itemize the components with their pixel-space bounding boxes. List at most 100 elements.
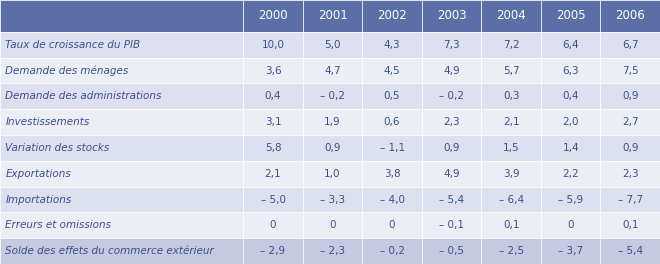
Text: Taux de croissance du PIB: Taux de croissance du PIB <box>5 40 141 50</box>
Text: 1,4: 1,4 <box>562 143 579 153</box>
Text: 2,3: 2,3 <box>622 169 638 179</box>
Bar <box>362 135 422 161</box>
Text: Demande des administrations: Demande des administrations <box>5 91 162 101</box>
Bar <box>541 187 601 213</box>
Bar <box>244 83 303 109</box>
Bar <box>0 83 244 109</box>
Bar <box>601 238 660 264</box>
Text: 0,5: 0,5 <box>384 91 401 101</box>
Bar <box>601 58 660 83</box>
Bar <box>541 83 601 109</box>
Bar <box>362 83 422 109</box>
Text: – 2,9: – 2,9 <box>261 246 286 256</box>
Text: 0,6: 0,6 <box>384 117 401 127</box>
Text: 4,9: 4,9 <box>444 65 460 76</box>
Text: 2003: 2003 <box>437 10 467 22</box>
Text: 0,9: 0,9 <box>444 143 460 153</box>
Bar <box>362 32 422 58</box>
Text: – 6,4: – 6,4 <box>498 195 524 205</box>
Text: 3,6: 3,6 <box>265 65 281 76</box>
Bar <box>244 0 303 32</box>
Bar <box>601 135 660 161</box>
Bar <box>303 238 362 264</box>
Text: 2,2: 2,2 <box>562 169 579 179</box>
Text: – 0,1: – 0,1 <box>439 220 464 230</box>
Bar <box>601 213 660 238</box>
Text: – 5,9: – 5,9 <box>558 195 583 205</box>
Bar <box>422 213 481 238</box>
Bar <box>303 213 362 238</box>
Bar <box>303 58 362 83</box>
Text: Importations: Importations <box>5 195 71 205</box>
Text: 2,1: 2,1 <box>503 117 519 127</box>
Text: Variation des stocks: Variation des stocks <box>5 143 110 153</box>
Bar <box>541 58 601 83</box>
Text: 0: 0 <box>329 220 336 230</box>
Text: 0,4: 0,4 <box>562 91 579 101</box>
Text: 5,8: 5,8 <box>265 143 281 153</box>
Bar <box>0 135 244 161</box>
Bar <box>541 135 601 161</box>
Bar <box>244 238 303 264</box>
Bar <box>481 161 541 187</box>
Bar <box>481 32 541 58</box>
Text: – 0,2: – 0,2 <box>379 246 405 256</box>
Bar <box>0 32 244 58</box>
Text: 0,9: 0,9 <box>622 91 638 101</box>
Bar <box>481 187 541 213</box>
Text: 4,7: 4,7 <box>324 65 341 76</box>
Bar <box>303 109 362 135</box>
Bar <box>244 213 303 238</box>
Text: 4,3: 4,3 <box>383 40 401 50</box>
Text: 5,7: 5,7 <box>503 65 519 76</box>
Text: 0,9: 0,9 <box>324 143 341 153</box>
Text: – 4,0: – 4,0 <box>379 195 405 205</box>
Text: 10,0: 10,0 <box>261 40 284 50</box>
Bar <box>0 213 244 238</box>
Bar <box>601 83 660 109</box>
Text: Demande des ménages: Demande des ménages <box>5 65 129 76</box>
Text: – 0,2: – 0,2 <box>320 91 345 101</box>
Text: 2006: 2006 <box>615 10 645 22</box>
Text: 2001: 2001 <box>317 10 347 22</box>
Text: 3,1: 3,1 <box>265 117 281 127</box>
Bar <box>481 58 541 83</box>
Text: 1,0: 1,0 <box>324 169 341 179</box>
Bar <box>422 238 481 264</box>
Text: 2,1: 2,1 <box>265 169 281 179</box>
Text: 2,0: 2,0 <box>562 117 579 127</box>
Bar <box>481 0 541 32</box>
Bar <box>481 109 541 135</box>
Bar <box>601 109 660 135</box>
Text: 3,8: 3,8 <box>383 169 401 179</box>
Text: 0,9: 0,9 <box>622 143 638 153</box>
Text: – 3,3: – 3,3 <box>320 195 345 205</box>
Bar <box>481 135 541 161</box>
Text: 2,7: 2,7 <box>622 117 638 127</box>
Text: 3,9: 3,9 <box>503 169 519 179</box>
Text: 2005: 2005 <box>556 10 585 22</box>
Bar <box>422 58 481 83</box>
Bar <box>244 109 303 135</box>
Bar <box>601 161 660 187</box>
Text: 2004: 2004 <box>496 10 526 22</box>
Bar <box>481 238 541 264</box>
Bar <box>303 32 362 58</box>
Text: 2002: 2002 <box>378 10 407 22</box>
Bar <box>244 187 303 213</box>
Bar <box>303 83 362 109</box>
Bar <box>362 0 422 32</box>
Text: Erreurs et omissions: Erreurs et omissions <box>5 220 112 230</box>
Bar <box>422 161 481 187</box>
Text: 4,5: 4,5 <box>383 65 401 76</box>
Bar <box>481 213 541 238</box>
Text: 1,9: 1,9 <box>324 117 341 127</box>
Bar <box>0 238 244 264</box>
Text: – 5,0: – 5,0 <box>261 195 286 205</box>
Bar <box>362 187 422 213</box>
Text: – 5,4: – 5,4 <box>618 246 643 256</box>
Bar <box>362 238 422 264</box>
Bar <box>0 0 244 32</box>
Text: 0: 0 <box>389 220 395 230</box>
Text: 6,7: 6,7 <box>622 40 638 50</box>
